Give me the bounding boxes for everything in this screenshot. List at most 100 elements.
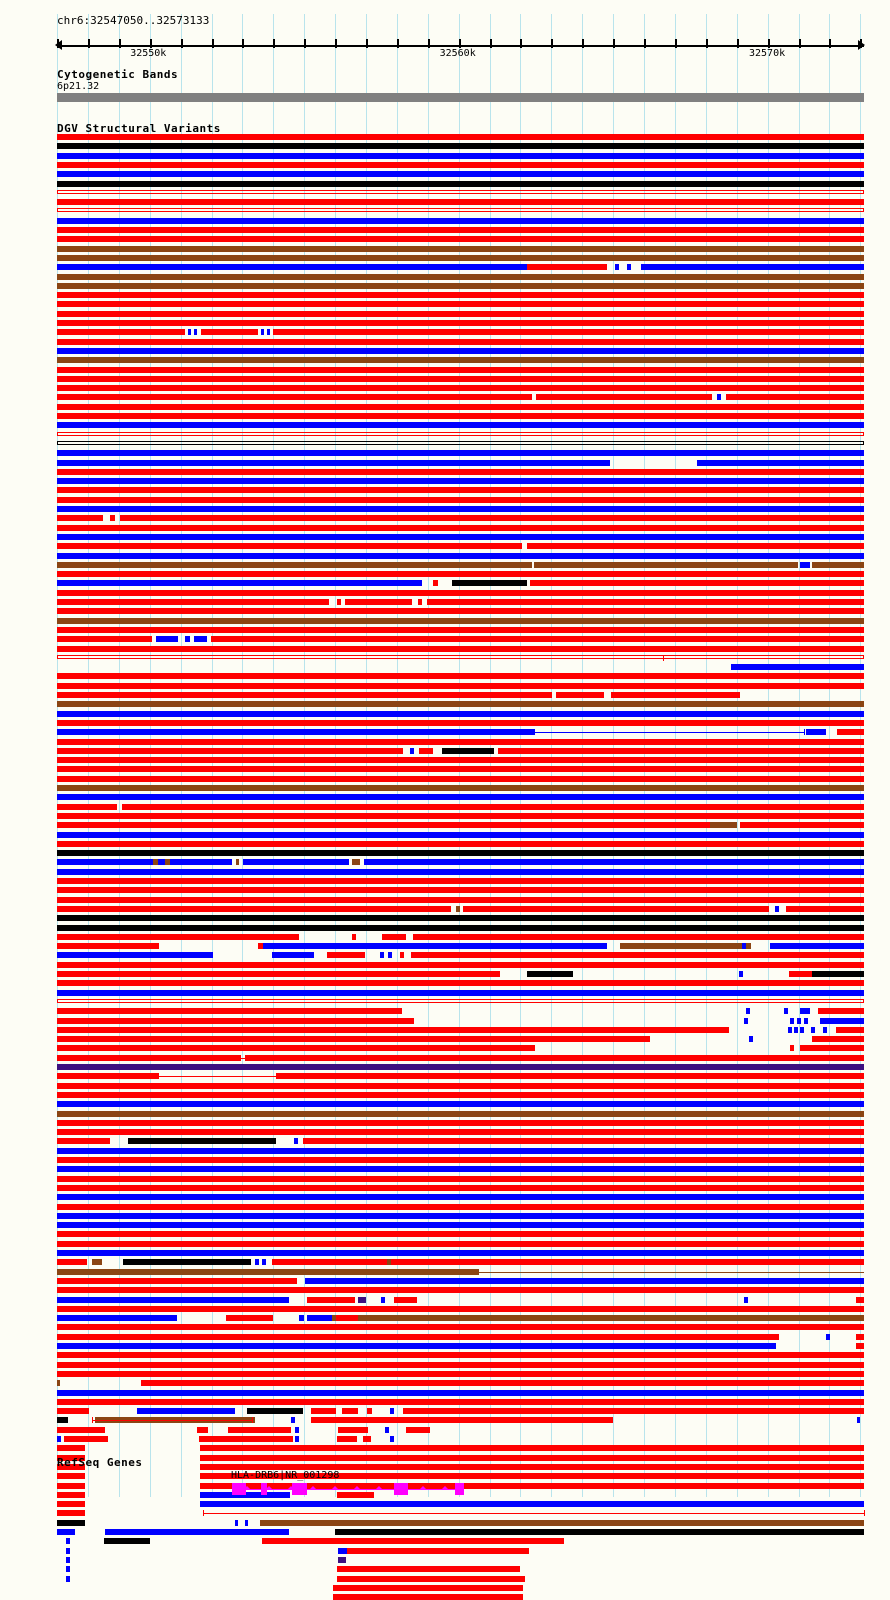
variant-segment[interactable] bbox=[57, 924, 864, 931]
variant-segment[interactable] bbox=[427, 599, 864, 605]
variant-segment[interactable] bbox=[342, 1408, 358, 1415]
variant-segment[interactable] bbox=[57, 264, 527, 271]
variant-segment[interactable] bbox=[57, 1519, 85, 1526]
variant-segment[interactable] bbox=[57, 1501, 85, 1508]
variant-segment[interactable] bbox=[57, 533, 864, 540]
variant-row[interactable] bbox=[0, 692, 890, 698]
variant-segment[interactable] bbox=[57, 1510, 85, 1517]
variant-segment[interactable] bbox=[740, 822, 864, 829]
variant-segment[interactable] bbox=[433, 580, 438, 587]
variant-row[interactable] bbox=[0, 180, 890, 187]
variant-row[interactable] bbox=[0, 1417, 890, 1424]
variant-row[interactable] bbox=[0, 1157, 890, 1163]
variant-row[interactable] bbox=[0, 468, 890, 475]
variant-segment[interactable] bbox=[57, 413, 864, 419]
variant-segment-outline[interactable] bbox=[57, 189, 864, 194]
variant-segment[interactable] bbox=[57, 468, 864, 475]
variant-row[interactable] bbox=[0, 1054, 890, 1061]
variant-segment[interactable] bbox=[57, 1194, 864, 1201]
variant-segment[interactable] bbox=[336, 1315, 364, 1322]
variant-segment[interactable] bbox=[57, 1212, 864, 1219]
variant-segment[interactable] bbox=[57, 236, 864, 243]
variant-row[interactable] bbox=[0, 1231, 890, 1238]
variant-segment[interactable] bbox=[338, 1426, 368, 1433]
variant-row[interactable] bbox=[0, 357, 890, 364]
variant-row[interactable] bbox=[0, 134, 890, 140]
variant-segment[interactable] bbox=[57, 729, 534, 736]
variant-segment[interactable] bbox=[201, 329, 258, 336]
variant-segment[interactable] bbox=[57, 571, 864, 578]
variant-segment[interactable] bbox=[57, 375, 864, 382]
variant-row[interactable] bbox=[0, 394, 890, 401]
variant-row[interactable] bbox=[0, 998, 890, 1005]
variant-segment[interactable] bbox=[176, 859, 232, 866]
variant-segment[interactable] bbox=[710, 822, 737, 829]
variant-row[interactable] bbox=[0, 533, 890, 540]
variant-segment[interactable] bbox=[332, 1315, 336, 1322]
variant-segment[interactable] bbox=[57, 1054, 241, 1061]
variant-row[interactable] bbox=[0, 626, 890, 633]
variant-segment[interactable] bbox=[295, 1426, 299, 1433]
variant-segment[interactable] bbox=[812, 561, 864, 568]
variant-row[interactable] bbox=[0, 440, 890, 447]
variant-row[interactable] bbox=[0, 245, 890, 252]
gene-exon[interactable] bbox=[394, 1483, 408, 1495]
variant-segment[interactable] bbox=[57, 1240, 864, 1247]
variant-row[interactable] bbox=[0, 1203, 890, 1210]
variant-segment[interactable] bbox=[57, 282, 864, 289]
variant-segment[interactable] bbox=[57, 915, 864, 922]
variant-segment[interactable] bbox=[57, 1333, 779, 1340]
variant-segment[interactable] bbox=[311, 1408, 336, 1415]
variant-row[interactable] bbox=[0, 1082, 890, 1089]
variant-segment-outline[interactable] bbox=[57, 431, 864, 436]
variant-row[interactable] bbox=[0, 422, 890, 429]
variant-row[interactable] bbox=[0, 1547, 890, 1554]
variant-segment[interactable] bbox=[66, 1538, 70, 1545]
variant-row[interactable] bbox=[0, 1194, 890, 1201]
variant-segment[interactable] bbox=[57, 254, 864, 261]
variant-segment[interactable] bbox=[119, 943, 159, 950]
variant-row[interactable] bbox=[0, 496, 890, 503]
variant-segment[interactable] bbox=[303, 1138, 864, 1145]
variant-row[interactable] bbox=[0, 1026, 890, 1033]
variant-row[interactable] bbox=[0, 338, 890, 345]
variant-segment[interactable] bbox=[57, 161, 864, 168]
variant-row[interactable] bbox=[0, 1333, 890, 1340]
variant-segment[interactable] bbox=[57, 338, 864, 345]
variant-segment[interactable] bbox=[794, 1026, 798, 1033]
variant-segment-outline[interactable] bbox=[57, 998, 864, 1003]
variant-segment[interactable] bbox=[57, 580, 422, 587]
variant-segment[interactable] bbox=[536, 394, 712, 401]
variant-row[interactable] bbox=[0, 1324, 890, 1331]
variant-segment[interactable] bbox=[57, 1147, 864, 1154]
variant-segment[interactable] bbox=[57, 1231, 864, 1238]
variant-segment[interactable] bbox=[307, 1315, 337, 1322]
variant-segment[interactable] bbox=[243, 859, 349, 866]
variant-row[interactable] bbox=[0, 347, 890, 354]
variant-row[interactable] bbox=[0, 1463, 890, 1470]
variant-segment[interactable] bbox=[57, 450, 864, 457]
variant-segment[interactable] bbox=[57, 831, 864, 838]
variant-segment[interactable] bbox=[57, 719, 864, 726]
variant-segment[interactable] bbox=[295, 1436, 299, 1442]
variant-segment[interactable] bbox=[57, 803, 117, 810]
variant-segment[interactable] bbox=[820, 1017, 864, 1024]
variant-segment[interactable] bbox=[263, 943, 607, 950]
variant-row[interactable] bbox=[0, 1519, 890, 1526]
variant-segment[interactable] bbox=[615, 264, 619, 271]
variant-row[interactable] bbox=[0, 1147, 890, 1154]
variant-segment[interactable] bbox=[57, 478, 864, 485]
variant-segment[interactable] bbox=[410, 747, 414, 754]
variant-row[interactable] bbox=[0, 1184, 890, 1191]
variant-row[interactable] bbox=[0, 1110, 890, 1117]
variant-segment[interactable] bbox=[358, 1315, 864, 1322]
variant-row[interactable] bbox=[0, 915, 890, 922]
variant-row[interactable] bbox=[0, 840, 890, 847]
variant-row[interactable] bbox=[0, 673, 890, 680]
variant-row[interactable] bbox=[0, 933, 890, 940]
variant-segment[interactable] bbox=[57, 1491, 85, 1498]
variant-segment[interactable] bbox=[57, 329, 185, 336]
variant-row[interactable] bbox=[0, 636, 890, 643]
variant-row[interactable] bbox=[0, 961, 890, 968]
variant-segment[interactable] bbox=[57, 245, 864, 252]
